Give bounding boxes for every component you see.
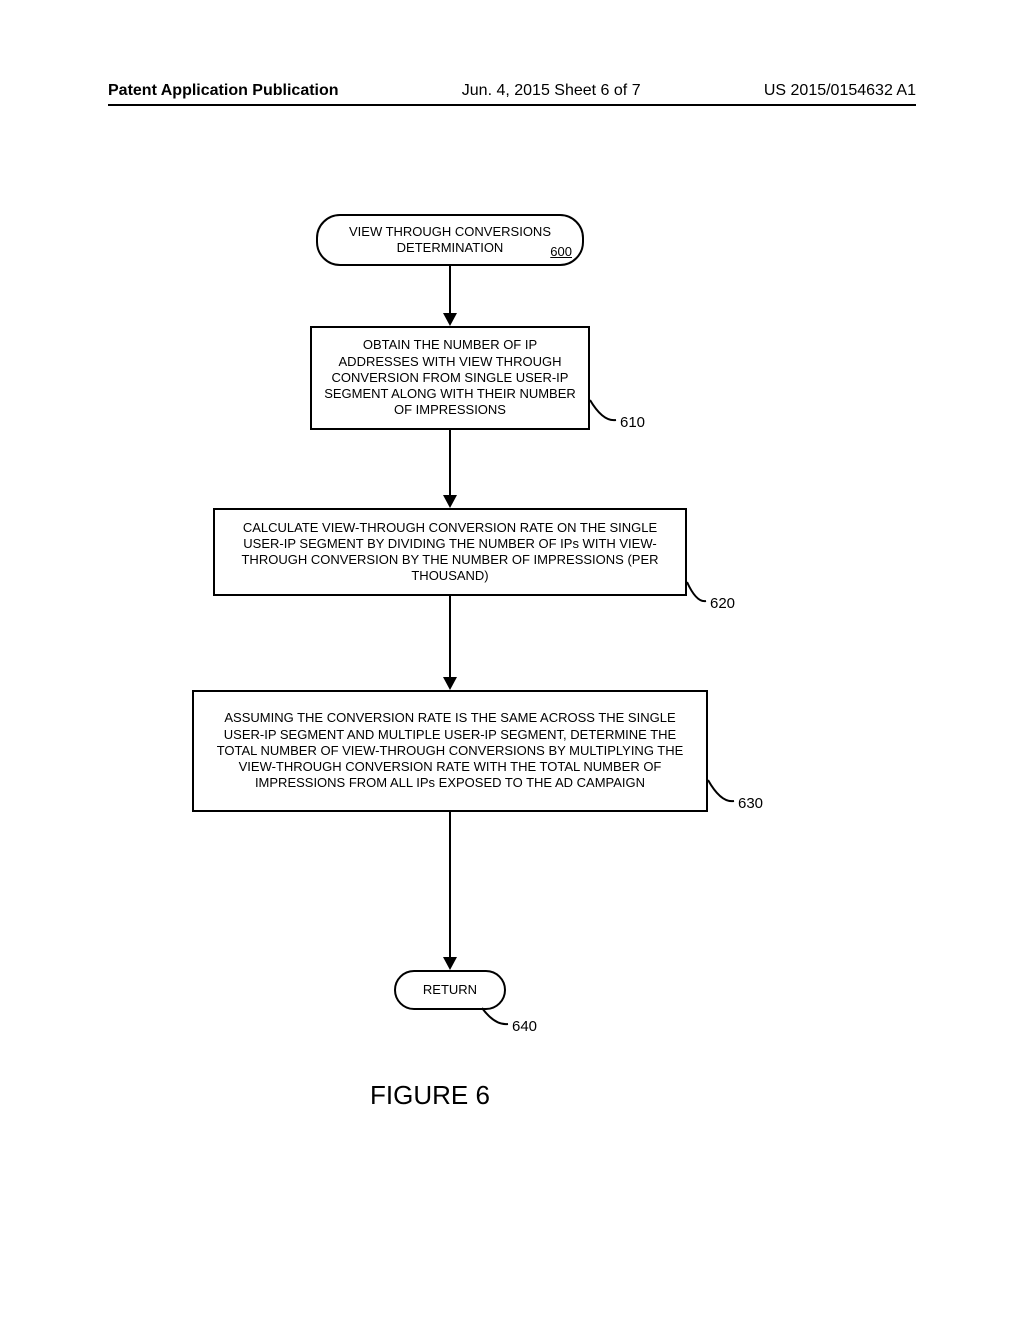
connector-line	[657, 552, 736, 631]
flowchart-arrow	[449, 266, 451, 315]
header-right: US 2015/0154632 A1	[764, 82, 916, 100]
connector-line	[678, 750, 764, 831]
arrow-head-icon	[443, 957, 457, 970]
flowchart-node-text: VIEW THROUGH CONVERSIONS DETERMINATION	[328, 224, 572, 257]
header-left: Patent Application Publication	[108, 82, 339, 100]
flowchart-arrow	[449, 812, 451, 959]
arrow-head-icon	[443, 313, 457, 326]
flowchart-node-start: VIEW THROUGH CONVERSIONS DETERMINATION60…	[316, 214, 584, 266]
flowchart-ref-number: 630	[738, 795, 763, 812]
flowchart-node-text: CALCULATE VIEW-THROUGH CONVERSION RATE O…	[225, 520, 675, 585]
flowchart-node-step2: CALCULATE VIEW-THROUGH CONVERSION RATE O…	[213, 508, 687, 596]
connector-line	[560, 370, 646, 450]
flowchart-node-text: ASSUMING THE CONVERSION RATE IS THE SAME…	[204, 710, 696, 791]
figure-caption: FIGURE 6	[370, 1080, 490, 1111]
flowchart-node-step3: ASSUMING THE CONVERSION RATE IS THE SAME…	[192, 690, 708, 812]
flowchart-ref-number: 610	[620, 414, 645, 431]
flowchart-ref-number: 640	[512, 1018, 537, 1035]
connector-line	[452, 978, 538, 1054]
page-header: Patent Application Publication Jun. 4, 2…	[108, 82, 916, 106]
flowchart-node-text: OBTAIN THE NUMBER OF IP ADDRESSES WITH V…	[322, 337, 578, 418]
arrow-head-icon	[443, 677, 457, 690]
flowchart-arrow	[449, 596, 451, 679]
arrow-head-icon	[443, 495, 457, 508]
flowchart-ref-number: 600	[550, 244, 572, 260]
flowchart-arrow	[449, 430, 451, 497]
flowchart-ref-number: 620	[710, 595, 735, 612]
flowchart-node-step1: OBTAIN THE NUMBER OF IP ADDRESSES WITH V…	[310, 326, 590, 430]
header-center: Jun. 4, 2015 Sheet 6 of 7	[462, 82, 641, 100]
